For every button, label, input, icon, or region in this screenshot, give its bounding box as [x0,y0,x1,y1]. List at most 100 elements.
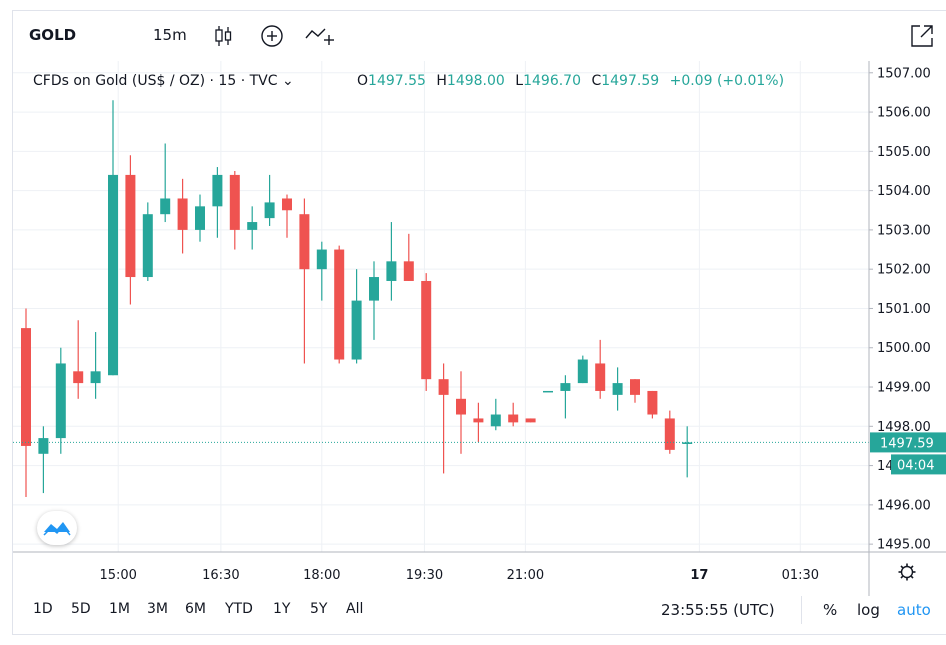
candle[interactable] [508,402,519,427]
divider [801,596,802,624]
candle[interactable] [125,155,136,305]
y-tick-label: 1507.00 [877,66,931,81]
candle[interactable] [212,167,223,238]
candle-body [108,174,118,376]
low-value: 1496.70 [523,73,581,89]
candle[interactable] [403,233,414,281]
candle[interactable] [160,143,171,223]
candle-body [612,383,623,395]
indicators-icon[interactable] [303,21,334,51]
candle[interactable] [490,398,501,431]
candle[interactable] [142,202,153,281]
candle[interactable] [55,347,66,454]
y-tick-label: 1502.00 [877,263,931,278]
candle[interactable] [473,402,484,443]
range-button-all[interactable]: All [346,601,364,617]
y-tick-label: 1499.00 [877,381,931,396]
auto-toggle[interactable]: auto [897,601,931,619]
x-tick-label: 01:30 [782,568,819,583]
change-value: +0.09 (+0.01%) [669,73,785,89]
countdown-badge-bg [891,454,946,475]
candle-body [543,390,553,393]
candle[interactable] [177,178,188,254]
candle[interactable] [612,367,623,411]
gear-tooth [900,565,904,569]
high-key: H [436,73,447,89]
candle[interactable] [543,390,553,393]
range-button-1m[interactable]: 1M [109,601,130,617]
candle[interactable] [316,241,327,301]
candle-body [212,174,223,207]
candle-body [264,202,275,219]
candle-body [90,371,101,384]
candle-body [456,398,466,415]
candle[interactable] [282,194,292,238]
candle[interactable] [525,418,536,423]
candle[interactable] [560,375,571,419]
log-toggle[interactable]: log [857,601,880,619]
candle[interactable] [73,320,84,399]
candle[interactable] [386,222,397,301]
candle[interactable] [630,379,640,403]
candle[interactable] [299,198,310,364]
candle[interactable] [229,170,240,250]
percent-toggle[interactable]: % [823,601,838,619]
open-value: 1497.55 [368,73,426,89]
legend-title[interactable]: CFDs on Gold (US$ / OZ) · 15 · TVC [33,73,278,89]
candle-body [403,261,414,281]
candle[interactable] [421,273,432,391]
range-button-6m[interactable]: 6M [185,601,206,617]
candle[interactable] [682,426,693,478]
candle-body [438,379,449,395]
add-compare-icon[interactable] [257,21,287,51]
fullscreen-icon[interactable] [907,21,937,51]
y-tick-label: 1496.00 [877,498,931,513]
candle-body [647,390,658,415]
range-button-ytd[interactable]: YTD [225,601,253,617]
candle-body [525,418,536,423]
candle[interactable] [334,245,345,364]
candle[interactable] [351,269,362,364]
candle[interactable] [438,363,449,474]
high-value: 1498.00 [446,73,505,89]
chart-widget: GOLD 15m [12,10,946,635]
candle[interactable] [577,355,588,384]
candle[interactable] [369,261,379,340]
x-tick-label: 16:30 [202,568,239,583]
candle[interactable] [195,194,205,242]
candle-body [386,261,397,281]
scroll-to-realtime-button[interactable] [37,511,77,545]
x-tick-label: 19:30 [406,568,443,583]
range-button-1d[interactable]: 1D [33,601,53,617]
candle-body [595,363,606,391]
candle[interactable] [456,371,466,454]
range-button-1y[interactable]: 1Y [273,601,291,617]
y-tick-label: 1504.00 [877,184,931,199]
price-chart[interactable]: 1495.001496.001497.001498.001499.001500.… [13,51,946,626]
candles-icon[interactable] [209,21,239,51]
utc-clock[interactable]: 23:55:55 (UTC) [661,601,775,619]
candle[interactable] [664,410,675,454]
candle[interactable] [247,206,258,250]
candle[interactable] [595,339,606,399]
range-button-5y[interactable]: 5Y [310,601,328,617]
candle[interactable] [264,174,275,226]
interval-button[interactable]: 15m [153,26,187,44]
gear-ring [900,565,914,579]
chevron-down-icon[interactable]: ⌄ [277,73,294,89]
candle[interactable] [21,308,31,498]
range-button-3m[interactable]: 3M [147,601,168,617]
candle-body [299,214,310,270]
candle[interactable] [38,426,49,494]
candle-body [316,249,327,270]
candle[interactable] [108,100,118,376]
open-key: O [357,73,369,89]
candle[interactable] [90,332,101,399]
y-tick-label: 1505.00 [877,145,931,160]
series-legend: CFDs on Gold (US$ / OZ) · 15 · TVC ⌄ O14… [33,73,784,89]
candle[interactable] [647,390,658,419]
range-button-5d[interactable]: 5D [71,601,91,617]
symbol-button[interactable]: GOLD [29,26,77,44]
candle-body [682,442,693,444]
settings-gear-icon[interactable] [898,563,916,581]
